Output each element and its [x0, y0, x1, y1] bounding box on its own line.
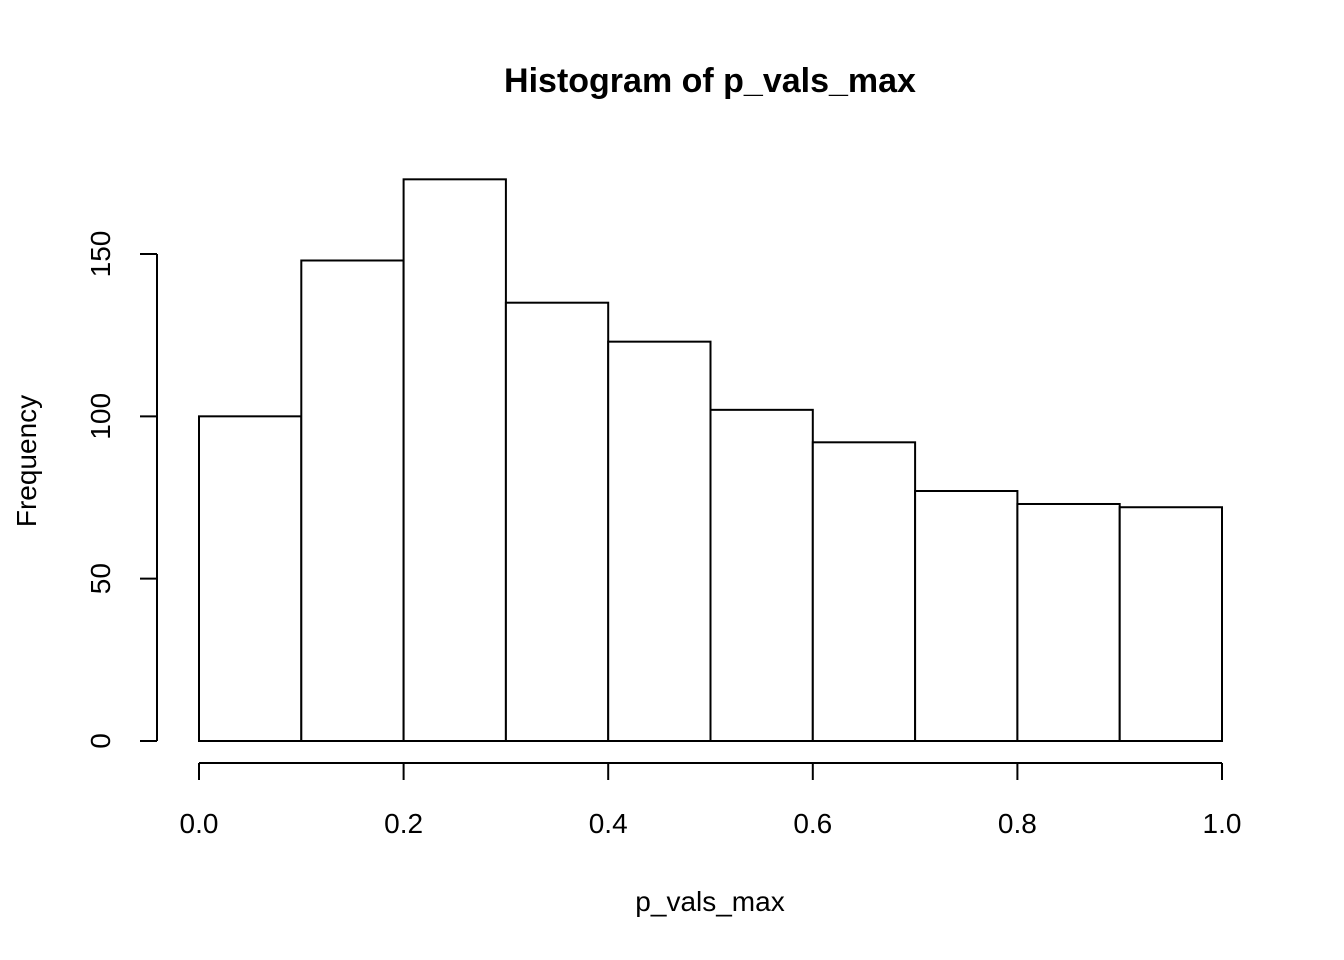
histogram-bar-8 — [1016, 502, 1121, 743]
y-axis: 0 50 100 150 — [85, 231, 158, 749]
y-tick-label-3: 150 — [85, 231, 116, 278]
y-axis-label: Frequency — [11, 395, 42, 527]
x-axis: 0.0 0.2 0.4 0.6 0.8 1.0 — [180, 762, 1242, 839]
x-tick-label-4: 0.8 — [998, 808, 1037, 839]
x-tick-label-0: 0.0 — [180, 808, 219, 839]
histogram-bar-9 — [1118, 506, 1223, 742]
y-tick-label-2: 100 — [85, 393, 116, 440]
histogram-bar-4 — [607, 340, 712, 742]
histogram-bar-3 — [504, 301, 610, 742]
chart-title: Histogram of p_vals_max — [504, 62, 916, 100]
histogram-bar-6 — [811, 441, 917, 742]
bars-layer — [198, 178, 1223, 743]
y-tick-label-1: 50 — [85, 563, 116, 594]
x-tick-label-5: 1.0 — [1203, 808, 1242, 839]
histogram-bar-0 — [198, 415, 303, 742]
x-tick-label-3: 0.6 — [793, 808, 832, 839]
histogram-bar-1 — [300, 259, 405, 742]
histogram-bar-2 — [402, 178, 507, 742]
histogram-bar-7 — [914, 490, 1019, 742]
y-tick-label-0: 0 — [85, 733, 116, 749]
x-tick-label-2: 0.4 — [589, 808, 628, 839]
x-axis-label: p_vals_max — [635, 886, 784, 917]
x-tick-label-1: 0.2 — [384, 808, 423, 839]
histogram-bar-5 — [709, 408, 814, 742]
